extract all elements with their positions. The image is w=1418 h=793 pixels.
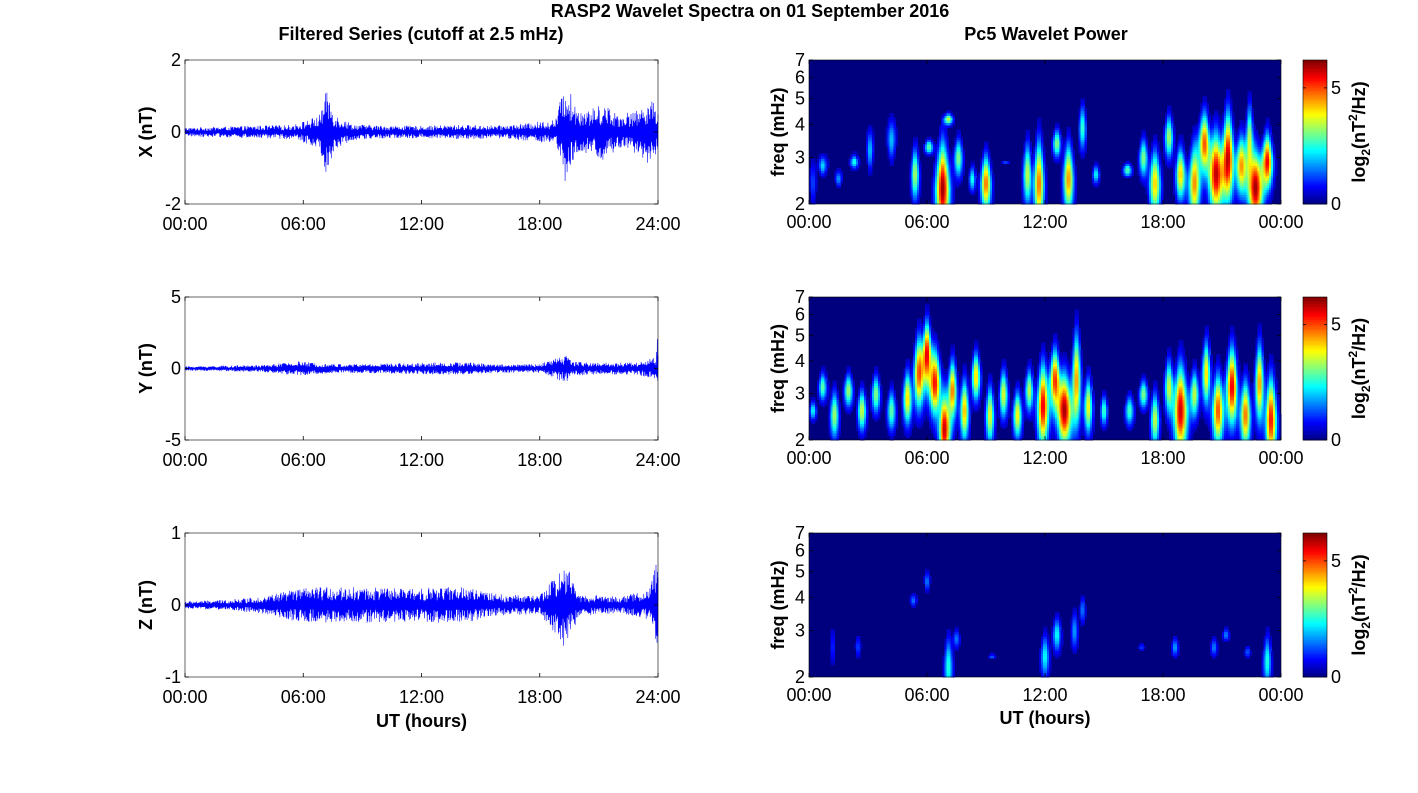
power-cell <box>1155 134 1158 137</box>
power-cell <box>1039 118 1042 121</box>
power-cell <box>1228 89 1231 92</box>
x-tick-label: 12:00 <box>399 687 444 707</box>
power-cell <box>1082 98 1085 101</box>
y-tick-label: 7 <box>795 50 805 70</box>
colorbar-tick-label: 5 <box>1331 78 1341 98</box>
x-tick-label: 24:00 <box>635 214 680 234</box>
y-tick-label: -2 <box>165 194 181 214</box>
x-tick-label: 12:00 <box>399 214 444 234</box>
colorbar-label-part: (nT <box>1349 121 1369 149</box>
y-tick-label: 0 <box>171 595 181 615</box>
series-panel-x: -2 0 2 00:00 06:00 12:00 18:00 24:00 X (nT) <box>136 50 681 234</box>
y-tick-label: -5 <box>165 430 181 450</box>
y-tick-label: 0 <box>171 122 181 142</box>
y-tick-label: 5 <box>171 287 181 307</box>
x-tick-label: 18:00 <box>517 450 562 470</box>
y-axis-label: X (nT) <box>136 107 156 158</box>
power-cell <box>892 113 895 116</box>
power-cell <box>915 137 918 140</box>
x-tick-label: 00:00 <box>162 214 207 234</box>
x-axis-label: UT (hours) <box>376 711 467 731</box>
power-cell <box>870 125 873 128</box>
power-cell <box>949 110 952 113</box>
power-cell <box>1242 120 1245 123</box>
power-cell <box>1143 130 1146 133</box>
x-tick-label: 12:00 <box>399 450 444 470</box>
power-cell <box>1069 127 1072 130</box>
series-panel-y: -5 0 5 00:00 06:00 12:00 18:00 24:00 Y (nT) <box>136 287 681 470</box>
y-tick-label: 0 <box>171 359 181 379</box>
power-cell <box>854 151 857 154</box>
power-cell <box>1216 110 1219 113</box>
figure-title: RASP2 Wavelet Spectra on 01 September 20… <box>551 1 950 21</box>
power-cell <box>958 130 961 133</box>
y-axis-label: freq (mHz) <box>768 87 788 176</box>
colorbar-label: log2(nT2/Hz) <box>1346 81 1373 182</box>
series-panel-z: -1 0 1 00:00 06:00 12:00 18:00 24:00 Z (nT) UT (h… <box>136 523 681 731</box>
power-cell <box>839 168 842 171</box>
x-tick-label: 06:00 <box>281 214 326 234</box>
x-tick-label: 24:00 <box>635 687 680 707</box>
power-cell <box>1057 122 1060 125</box>
x-tick-label: 06:00 <box>904 212 949 232</box>
x-tick-label: 00:00 <box>162 687 207 707</box>
power-cell <box>1008 161 1011 164</box>
x-tick-label: 00:00 <box>162 450 207 470</box>
y-tick-label: 2 <box>795 194 805 214</box>
x-tick-label: 18:00 <box>1140 212 1185 232</box>
x-tick-label: 00:00 <box>786 212 831 232</box>
power-cell <box>986 142 989 145</box>
power-cell <box>1250 91 1253 94</box>
power-cell <box>972 161 975 164</box>
left-column-title: Filtered Series (cutoff at 2.5 mHz) <box>278 24 563 44</box>
colorbar-label-part: log <box>1349 156 1369 183</box>
power-cell <box>1096 161 1099 164</box>
x-tick-label: 18:00 <box>517 214 562 234</box>
power-cell <box>1181 134 1184 137</box>
power-cell <box>825 154 828 157</box>
y-tick-label: 2 <box>171 50 181 70</box>
y-tick-label: 5 <box>795 89 805 109</box>
power-cell <box>1169 106 1172 109</box>
right-column-title: Pc5 Wavelet Power <box>964 24 1127 44</box>
x-tick-label: 00:00 <box>1258 212 1303 232</box>
x-tick-label: 12:00 <box>1022 212 1067 232</box>
colorbar-tick-label: 0 <box>1331 194 1341 214</box>
power-cell <box>1128 161 1131 164</box>
x-tick-label: 18:00 <box>517 687 562 707</box>
y-tick-label: 6 <box>795 68 805 88</box>
y-tick-label: 1 <box>171 523 181 543</box>
power-field <box>809 60 1281 205</box>
y-axis-label: Y (nT) <box>136 343 156 394</box>
y-tick-label: 4 <box>795 114 805 134</box>
power-field <box>809 297 1282 441</box>
colorbar-label-part: /Hz) <box>1349 81 1369 114</box>
power-cell <box>813 158 816 161</box>
y-tick-label: -1 <box>165 667 181 687</box>
y-axis-label: Z (nT) <box>136 580 156 630</box>
power-cell <box>1204 96 1207 99</box>
x-tick-label: 24:00 <box>635 450 680 470</box>
power-cell <box>1027 130 1030 133</box>
power-cell <box>929 137 932 140</box>
x-tick-label: 06:00 <box>281 450 326 470</box>
colorbar-step <box>1303 60 1327 63</box>
power-cell <box>1267 118 1270 121</box>
x-tick-label: 06:00 <box>281 687 326 707</box>
y-tick-label: 3 <box>795 147 805 167</box>
